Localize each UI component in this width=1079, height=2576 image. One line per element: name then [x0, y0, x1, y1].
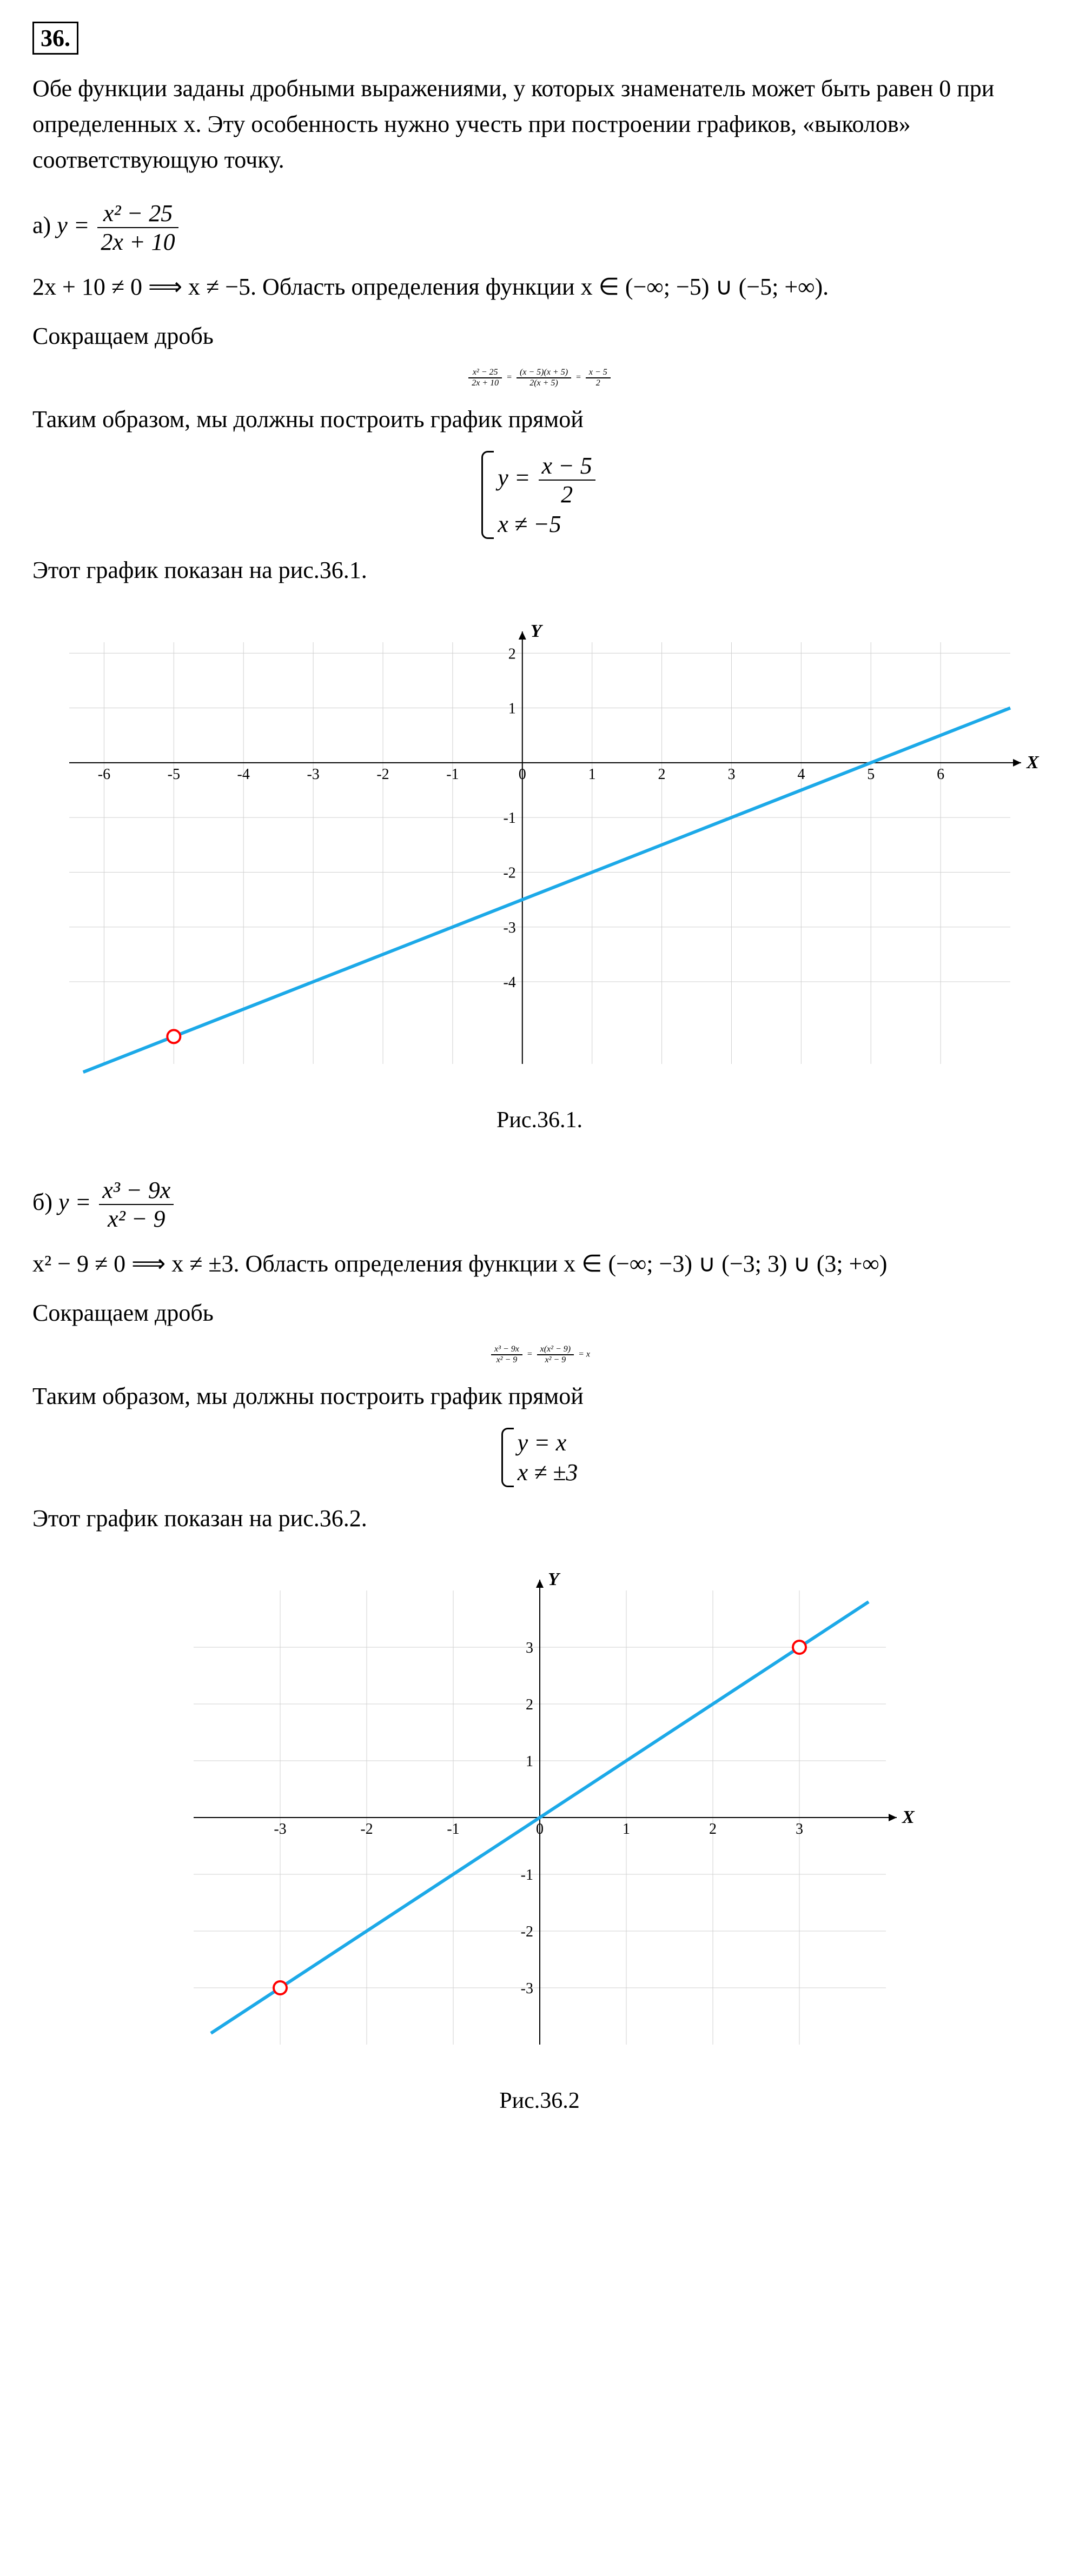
- system-b-row2: x ≠ ±3: [518, 1457, 578, 1487]
- reduce-a-f2: (x − 5)(x + 5) 2(x + 5): [517, 368, 571, 388]
- reduce-a-f3-den: 2: [586, 378, 611, 388]
- part-b-graph-ref: Этот график показан на рис.36.2.: [32, 1501, 1047, 1536]
- reduce-b-f2: x(x² − 9) x² − 9: [537, 1344, 574, 1365]
- svg-text:2: 2: [526, 1696, 533, 1713]
- reduce-a-f2-den: 2(x + 5): [517, 378, 571, 388]
- part-b-reduce-formula: x³ − 9x x² − 9 = x(x² − 9) x² − 9 = x: [32, 1344, 1047, 1365]
- svg-text:3: 3: [796, 1821, 803, 1838]
- part-a-domain: 2x + 10 ≠ 0 ⟹ x ≠ −5. Область определени…: [32, 269, 1047, 305]
- part-a-func-num: x² − 25: [97, 199, 178, 228]
- sys-a-r1-den: 2: [539, 481, 595, 508]
- svg-text:X: X: [902, 1807, 915, 1827]
- part-a-label: а) y = x² − 25 2x + 10: [32, 199, 1047, 256]
- system-b-row1: y = x: [518, 1428, 578, 1457]
- svg-text:4: 4: [797, 766, 805, 783]
- reduce-b-f2-den: x² − 9: [537, 1355, 574, 1365]
- reduce-b-f2-num: x(x² − 9): [537, 1344, 574, 1355]
- svg-text:-4: -4: [237, 766, 249, 783]
- system-a-row1: y = x − 5 2: [498, 451, 597, 509]
- sys-a-r1-frac: x − 5 2: [539, 452, 595, 508]
- part-b-func-den: x² − 9: [99, 1205, 174, 1233]
- svg-text:1: 1: [526, 1753, 533, 1770]
- svg-text:0: 0: [518, 766, 526, 783]
- svg-text:2: 2: [709, 1821, 717, 1838]
- svg-text:-4: -4: [503, 974, 515, 991]
- part-b-func-num: x³ − 9x: [99, 1176, 174, 1205]
- svg-text:1: 1: [588, 766, 595, 783]
- part-a-func-frac: x² − 25 2x + 10: [97, 199, 178, 256]
- svg-text:-1: -1: [503, 810, 515, 827]
- reduce-b-result: = x: [578, 1350, 590, 1359]
- svg-text:-3: -3: [503, 920, 515, 936]
- svg-text:1: 1: [623, 1821, 630, 1838]
- part-a-func-den: 2x + 10: [97, 228, 178, 256]
- reduce-a-f1: x² − 25 2x + 10: [468, 368, 502, 388]
- part-b-conclude: Таким образом, мы должны построить графи…: [32, 1379, 1047, 1414]
- part-a-system: y = x − 5 2 x ≠ −5: [32, 451, 1047, 539]
- equals-2: =: [575, 373, 584, 382]
- chart1-container: X Y -6 -5 -4 -3 -2 -1 0 1 2 3 4 5 6 -4 -3 -2 -1 1 2 Рис.36.1…: [32, 610, 1047, 1133]
- reduce-a-f1-num: x² − 25: [468, 368, 502, 378]
- reduce-a-f3-num: x − 5: [586, 368, 611, 378]
- system-a: y = x − 5 2 x ≠ −5: [481, 451, 597, 539]
- part-a-letter: а): [32, 212, 51, 238]
- equals-1: =: [506, 373, 514, 382]
- svg-text:-1: -1: [447, 1821, 459, 1838]
- reduce-a-f3: x − 5 2: [586, 368, 611, 388]
- svg-text:2: 2: [508, 645, 515, 662]
- part-a-conclude: Таким образом, мы должны построить графи…: [32, 402, 1047, 437]
- svg-text:-2: -2: [503, 864, 515, 881]
- chart2-svg: X Y -3 -2 -1 0 1 2 3 -3 -2 -1 1 2 3: [161, 1558, 918, 2077]
- svg-text:1: 1: [508, 701, 515, 717]
- svg-text:0: 0: [536, 1821, 544, 1838]
- svg-text:-2: -2: [376, 766, 389, 783]
- part-b-label: б) y = x³ − 9x x² − 9: [32, 1176, 1047, 1233]
- svg-text:Y: Y: [530, 621, 543, 641]
- chart1-caption: Рис.36.1.: [32, 1107, 1047, 1133]
- part-a-reduce-label: Сокращаем дробь: [32, 318, 1047, 354]
- svg-text:-2: -2: [520, 1923, 533, 1940]
- sys-a-r1-num: x − 5: [539, 452, 595, 481]
- system-b: y = x x ≠ ±3: [501, 1428, 578, 1487]
- chart1-svg: X Y -6 -5 -4 -3 -2 -1 0 1 2 3 4 5 6 -4 -3 -2 -1 1 2: [37, 610, 1043, 1096]
- svg-text:5: 5: [867, 766, 875, 783]
- sys-a-r1-lhs: y =: [498, 464, 530, 491]
- problem-number: 36.: [32, 22, 78, 55]
- svg-text:3: 3: [727, 766, 735, 783]
- part-b-func-frac: x³ − 9x x² − 9: [99, 1176, 174, 1233]
- part-b-letter: б): [32, 1189, 52, 1215]
- svg-text:-5: -5: [167, 766, 180, 783]
- reduce-b-f1-num: x³ − 9x: [491, 1344, 522, 1355]
- chart2-caption: Рис.36.2: [32, 2088, 1047, 2114]
- part-b-func-lhs: y =: [58, 1189, 91, 1215]
- svg-text:Y: Y: [548, 1569, 561, 1589]
- svg-text:2: 2: [658, 766, 665, 783]
- svg-text:-1: -1: [446, 766, 459, 783]
- part-a-graph-ref: Этот график показан на рис.36.1.: [32, 553, 1047, 588]
- intro-text: Обе функции заданы дробными выражениями,…: [32, 71, 1047, 178]
- reduce-a-f1-den: 2x + 10: [468, 378, 502, 388]
- svg-text:-3: -3: [520, 1980, 533, 1997]
- svg-text:X: X: [1026, 753, 1040, 773]
- svg-text:-2: -2: [360, 1821, 373, 1838]
- part-b-domain: x² − 9 ≠ 0 ⟹ x ≠ ±3. Область определения…: [32, 1246, 1047, 1282]
- svg-text:3: 3: [526, 1640, 533, 1656]
- part-b-system: y = x x ≠ ±3: [32, 1428, 1047, 1487]
- part-a-func-lhs: y =: [57, 212, 89, 238]
- reduce-a-f2-num: (x − 5)(x + 5): [517, 368, 571, 378]
- svg-text:-1: -1: [520, 1867, 533, 1883]
- reduce-b-f1: x³ − 9x x² − 9: [491, 1344, 522, 1365]
- svg-text:6: 6: [937, 766, 944, 783]
- chart2-container: X Y -3 -2 -1 0 1 2 3 -3 -2 -1 1 2 3 Рис.36.2: [32, 1558, 1047, 2114]
- svg-text:-3: -3: [307, 766, 319, 783]
- equals-b1: =: [527, 1350, 535, 1359]
- system-a-row2: x ≠ −5: [498, 509, 597, 539]
- part-b-reduce-label: Сокращаем дробь: [32, 1295, 1047, 1331]
- part-a-reduce-formula: x² − 25 2x + 10 = (x − 5)(x + 5) 2(x + 5…: [32, 368, 1047, 388]
- svg-text:-3: -3: [274, 1821, 286, 1838]
- svg-text:-6: -6: [97, 766, 110, 783]
- reduce-b-f1-den: x² − 9: [491, 1355, 522, 1365]
